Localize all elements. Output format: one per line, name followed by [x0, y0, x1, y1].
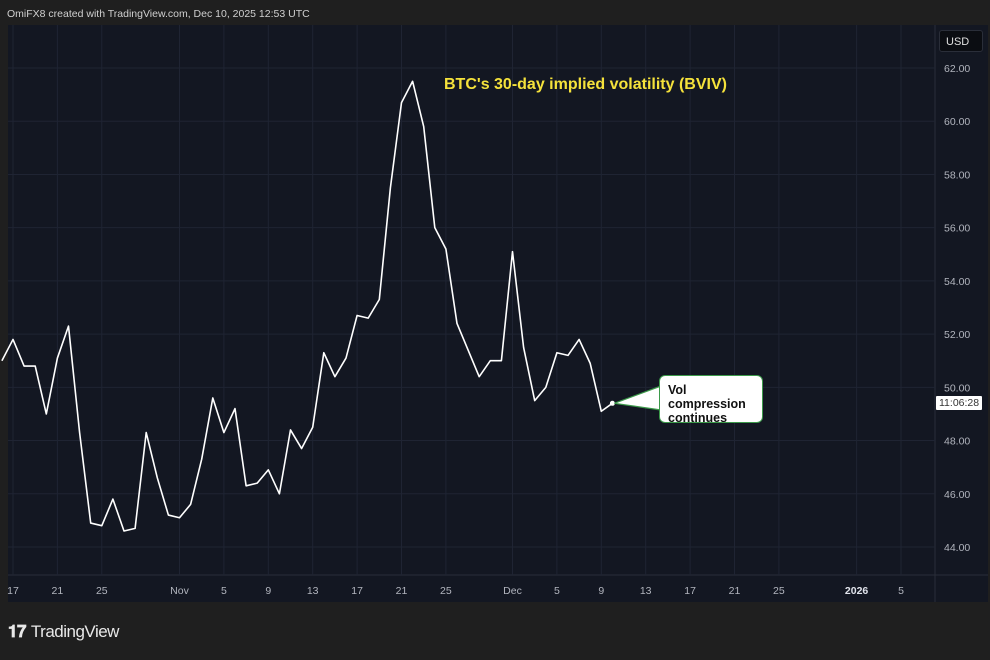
logo-text: TradingView: [30, 622, 120, 641]
last-point-marker: [609, 400, 615, 406]
y-tick-label: 46.00: [944, 489, 970, 501]
y-tick-label: 50.00: [944, 382, 970, 394]
x-tick-label: Nov: [170, 585, 189, 597]
x-tick-label: 25: [96, 585, 108, 597]
x-tick-label: 21: [729, 585, 741, 597]
y-tick-label: 62.00: [944, 63, 970, 75]
x-tick-label: 5: [898, 585, 904, 597]
x-tick-label: 5: [554, 585, 560, 597]
plot-area: [8, 25, 935, 575]
y-tick-label: 52.00: [944, 329, 970, 341]
time-axis: [8, 575, 988, 602]
current-time-label: 11:06:28: [936, 396, 983, 410]
x-tick-label: 9: [598, 585, 604, 597]
x-tick-label: 21: [396, 585, 408, 597]
tradingview-logo[interactable]: 𝟏𝟕 TradingView: [8, 622, 119, 642]
x-tick-label: 21: [52, 585, 64, 597]
chart-credit: OmiFX8 created with TradingView.com, Dec…: [7, 8, 310, 20]
x-tick-label: 17: [7, 585, 19, 597]
x-tick-label: 17: [684, 585, 696, 597]
price-axis: [935, 25, 988, 575]
y-tick-label: 58.00: [944, 169, 970, 181]
x-tick-label: 2026: [845, 585, 869, 597]
x-tick-label: 13: [640, 585, 652, 597]
tradingview-logo-mark: 𝟏𝟕: [8, 622, 26, 641]
chart-title: BTC's 30-day implied volatility (BVIV): [444, 76, 727, 93]
x-tick-label: Dec: [503, 585, 522, 597]
y-tick-label: 48.00: [944, 436, 970, 448]
y-tick-label: 44.00: [944, 542, 970, 554]
x-tick-label: 5: [221, 585, 227, 597]
series-line: [1, 80, 613, 532]
y-tick-label: 54.00: [944, 276, 970, 288]
x-tick-label: 17: [351, 585, 363, 597]
x-tick-label: 25: [440, 585, 452, 597]
y-tick-label: 56.00: [944, 223, 970, 235]
y-tick-label: 60.00: [944, 116, 970, 128]
currency-button[interactable]: USD: [939, 30, 983, 52]
x-tick-label: 13: [307, 585, 319, 597]
x-tick-label: 9: [265, 585, 271, 597]
annotation-callout[interactable]: Vol compression continues: [659, 375, 763, 425]
x-tick-label: 25: [773, 585, 785, 597]
